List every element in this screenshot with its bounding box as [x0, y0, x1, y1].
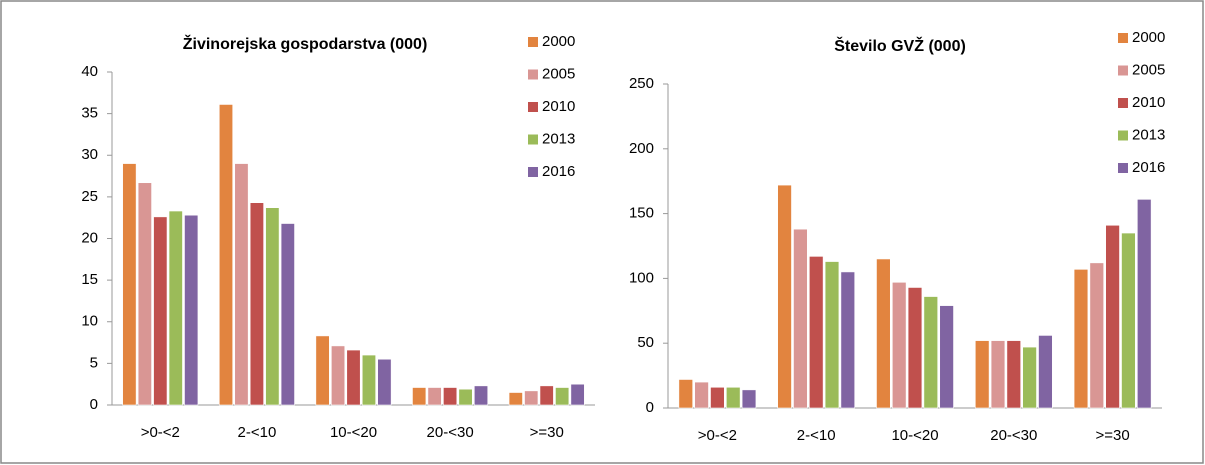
bar [539, 385, 554, 406]
bar [443, 387, 458, 406]
legend-label: 2016 [542, 163, 575, 180]
y-tick-label: 35 [81, 105, 98, 122]
legend-swatch [1118, 33, 1128, 43]
bar [315, 335, 330, 406]
bar [280, 223, 295, 406]
bar [153, 216, 168, 406]
x-tick-label: >0-<2 [698, 427, 737, 444]
legend-swatch [528, 134, 538, 145]
legend-swatch [1118, 163, 1128, 173]
bar [876, 258, 891, 409]
bar [1006, 340, 1022, 409]
legend-label: 2000 [542, 33, 575, 50]
x-tick-label: 10-<20 [330, 424, 377, 441]
y-tick-label: 0 [90, 396, 98, 413]
legend-swatch [528, 102, 538, 112]
legend-label: 2000 [1132, 29, 1165, 46]
x-tick-label: 2-<10 [238, 424, 277, 441]
y-tick-label: 40 [81, 63, 98, 80]
bar [346, 349, 361, 406]
y-tick-label: 0 [646, 399, 654, 416]
bar [524, 390, 539, 406]
bar [923, 296, 939, 409]
chart-title: Število GVŽ (000) [834, 36, 966, 55]
bar [793, 228, 808, 409]
y-tick-label: 200 [629, 140, 654, 157]
bar [891, 281, 907, 409]
x-tick-label: 2-<10 [797, 427, 836, 444]
legend-label: 2010 [542, 98, 575, 115]
legend-label: 2013 [1132, 126, 1165, 143]
bar [168, 210, 183, 406]
bar [331, 345, 346, 406]
bar [234, 163, 249, 406]
legend-swatch [1118, 65, 1128, 76]
bar [907, 287, 923, 409]
bar [1089, 262, 1104, 409]
legend-swatch [528, 69, 538, 80]
y-tick-label: 20 [81, 229, 98, 246]
bar [218, 104, 234, 406]
legend-label: 2010 [1132, 94, 1165, 111]
y-tick-label: 10 [81, 313, 98, 330]
bar [726, 386, 741, 409]
bar [824, 261, 840, 409]
legend-label: 2016 [1132, 159, 1165, 176]
bar [412, 387, 427, 406]
legend-swatch [528, 167, 538, 177]
bar [1038, 335, 1053, 409]
bar [427, 387, 442, 406]
bar [122, 163, 137, 406]
bar [710, 386, 725, 409]
legend-label: 2005 [542, 65, 575, 82]
y-tick-label: 250 [629, 75, 654, 92]
legend-swatch [1118, 98, 1128, 108]
x-tick-label: 10-<20 [891, 427, 938, 444]
bar [1073, 269, 1089, 409]
x-tick-label: >=30 [1095, 427, 1129, 444]
bar [555, 387, 570, 406]
bar [265, 207, 280, 406]
bar [1105, 224, 1120, 409]
bar [741, 389, 757, 409]
legend-swatch [528, 37, 538, 47]
y-tick-label: 15 [81, 271, 98, 288]
bar [458, 388, 473, 406]
bar [570, 383, 585, 406]
bar [694, 381, 709, 409]
bar [184, 214, 199, 406]
y-tick-label: 50 [637, 334, 654, 351]
y-tick-label: 100 [629, 269, 654, 286]
bar [777, 184, 792, 409]
bar [808, 256, 824, 409]
bar [361, 354, 376, 406]
bar [1137, 199, 1152, 409]
bar [1022, 346, 1037, 409]
x-tick-label: >=30 [530, 424, 564, 441]
bar [1121, 232, 1136, 409]
y-tick-label: 25 [81, 188, 98, 205]
bar [678, 379, 693, 409]
legend-label: 2005 [1132, 61, 1165, 78]
bar [974, 340, 990, 409]
x-tick-label: 20-<30 [427, 424, 474, 441]
y-tick-label: 150 [629, 205, 654, 222]
y-tick-label: 5 [90, 354, 98, 371]
y-tick-label: 30 [81, 146, 98, 163]
legend-swatch [1118, 130, 1128, 141]
x-tick-label: >0-<2 [141, 424, 180, 441]
x-tick-label: 20-<30 [990, 427, 1037, 444]
bar [137, 182, 152, 406]
legend-label: 2013 [542, 130, 575, 147]
bar [473, 385, 489, 406]
chart-title: Živinorejska gospodarstva (000) [183, 34, 428, 53]
bar [990, 340, 1006, 409]
bar [508, 392, 523, 406]
bar [377, 358, 392, 406]
bar [840, 271, 856, 409]
bar [939, 305, 954, 409]
bar [249, 202, 264, 406]
